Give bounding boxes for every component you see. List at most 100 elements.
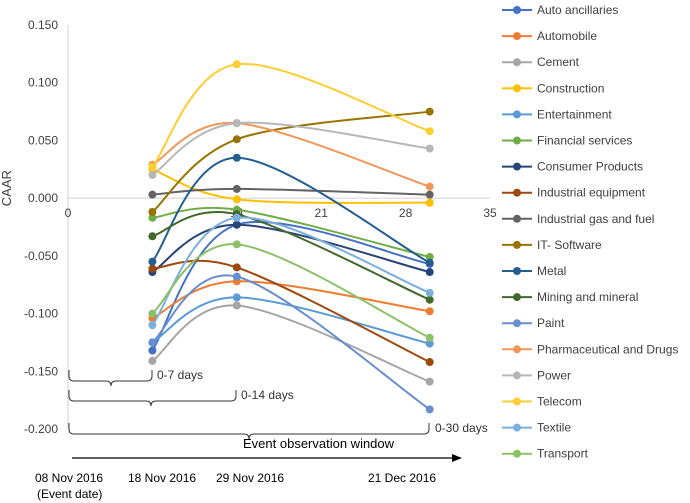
y-axis-title: CAAR: [0, 170, 14, 206]
legend-label: Power: [537, 368, 571, 382]
legend-marker: [513, 32, 521, 41]
date-label: 08 Nov 2016: [35, 471, 103, 485]
legend-marker: [513, 6, 521, 14]
y-tick-label: -0.050: [24, 249, 58, 263]
data-point: [148, 213, 157, 222]
legend-marker: [513, 267, 521, 275]
data-point: [232, 135, 241, 144]
series-line: [152, 168, 430, 204]
legend-marker: [513, 214, 521, 223]
data-point: [148, 207, 157, 216]
legend-marker: [513, 293, 521, 302]
bracket-0-30: [68, 423, 430, 440]
legend-marker: [513, 84, 521, 93]
series-line: [151, 223, 430, 273]
legend-marker: [513, 423, 521, 432]
legend-label: Industrial gas and fuel: [537, 212, 654, 226]
legend-label: Financial services: [537, 134, 632, 148]
y-tick-label: -0.100: [24, 307, 58, 321]
series-line: [152, 187, 430, 196]
data-point: [148, 171, 157, 180]
legend-label: Transport: [537, 447, 589, 461]
date-label: 21 Dec 2016: [368, 471, 436, 485]
data-point: [425, 339, 434, 348]
legend-marker: [513, 136, 521, 145]
legend-label: Industrial equipment: [537, 186, 646, 200]
date-label: 18 Nov 2016: [128, 471, 196, 485]
data-point: [425, 258, 434, 267]
data-point: [425, 182, 434, 191]
data-point: [425, 127, 434, 136]
series-line: [151, 280, 430, 320]
legend-label: Mining and mineral: [537, 290, 638, 304]
legend-label: Automobile: [537, 29, 597, 43]
legend-label: IT- Software: [537, 238, 602, 252]
data-point: [425, 190, 434, 199]
series-line: [151, 296, 430, 345]
bracket-0-14: [68, 390, 237, 407]
data-point: [425, 268, 434, 277]
legend-label: Paint: [537, 316, 565, 330]
data-point: [232, 263, 241, 272]
data-point: [232, 195, 241, 204]
data-point: [425, 107, 434, 116]
data-point: [148, 257, 157, 266]
data-point: [232, 60, 241, 69]
data-point: [148, 356, 157, 365]
series-line: [151, 110, 430, 213]
legend-marker: [513, 345, 521, 354]
x-tick-label: 28: [399, 206, 413, 220]
date-sublabel: (Event date): [37, 487, 102, 501]
data-point: [425, 295, 434, 304]
data-point: [232, 272, 241, 281]
axes: 0.150 0.100 0.050 0.000 -0.050 -0.100 -0.150 -0…: [0, 18, 497, 436]
y-tick-label: -0.200: [24, 422, 58, 436]
series-line: [152, 206, 430, 258]
legend-marker: [513, 110, 521, 119]
label-0-30-days: 0-30 days: [435, 421, 488, 435]
data-point: [232, 213, 241, 222]
legend-label: Textile: [537, 421, 571, 435]
y-tick-label: 0.150: [28, 18, 58, 32]
data-point: [232, 301, 241, 310]
y-tick-label: 0.000: [28, 191, 58, 205]
data-point: [148, 190, 157, 199]
data-point: [425, 288, 434, 297]
legend-label: Pharmaceutical and Drugs: [537, 342, 678, 356]
legend-marker: [513, 371, 521, 380]
series-line: [151, 243, 431, 339]
data-point: [425, 198, 434, 207]
legend-marker: [513, 162, 521, 171]
data-point: [148, 232, 157, 241]
arrow-head-icon: [452, 454, 462, 462]
data-point: [232, 153, 241, 162]
y-tick-label: -0.150: [24, 364, 58, 378]
data-point: [425, 377, 434, 386]
data-point: [148, 264, 157, 273]
series-line: [151, 304, 431, 383]
legend-label: Cement: [537, 55, 580, 69]
label-observation-window: Event observation window: [243, 436, 395, 451]
legend-label: Auto ancillaries: [537, 3, 618, 17]
data-point: [425, 405, 434, 414]
x-tick-label: 21: [315, 206, 329, 220]
data-point: [425, 307, 434, 316]
data-point: [232, 220, 241, 229]
legend-marker: [513, 449, 521, 458]
series-lines: [148, 60, 434, 414]
data-point: [148, 321, 157, 330]
label-0-7-days: 0-7 days: [157, 368, 203, 382]
x-tick-label: 0: [65, 206, 72, 220]
legend-marker: [513, 58, 521, 67]
legend-label: Construction: [537, 81, 604, 95]
data-point: [425, 144, 434, 153]
annotations: 0-7 days 0-14 days 0-30 days Event obser…: [35, 368, 488, 501]
y-tick-label: 0.100: [28, 76, 58, 90]
legend-marker: [513, 188, 521, 197]
series-line: [151, 121, 430, 176]
label-0-14-days: 0-14 days: [241, 388, 294, 402]
data-point: [148, 338, 157, 347]
series-line: [152, 259, 431, 363]
